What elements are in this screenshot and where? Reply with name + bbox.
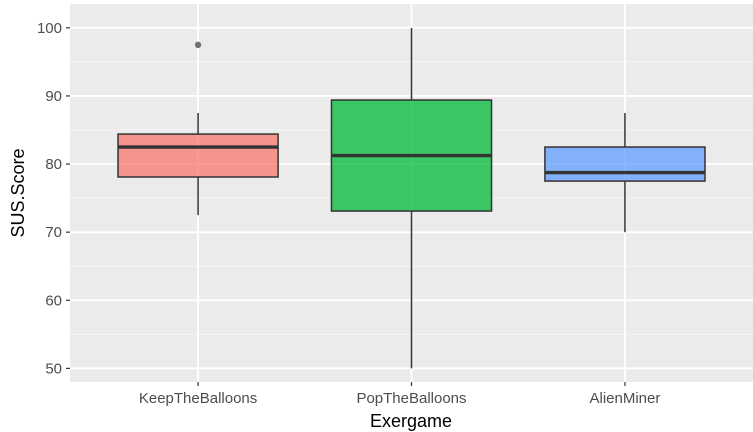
box-body [117,133,279,178]
x-tick-label: PopTheBalloons [356,390,466,407]
box-KeepTheBalloons [117,41,279,216]
x-axis-title: Exergame [370,411,452,431]
y-tick-label: 90 [45,88,62,105]
y-tick-label: 60 [45,292,62,309]
boxes [117,27,706,369]
x-axis: KeepTheBalloons PopTheBalloons AlienMiner [139,382,661,407]
y-tick-label: 100 [37,20,62,37]
y-tick-label: 80 [45,156,62,173]
y-tick-label: 50 [45,360,62,377]
box-PopTheBalloons [330,27,493,369]
y-tick-label: 70 [45,224,62,241]
box-AlienMiner [544,112,706,233]
y-axis: 50 60 70 80 90 100 [37,20,70,377]
x-tick-label: KeepTheBalloons [139,390,257,407]
x-tick-label: AlienMiner [590,390,661,407]
box-body [544,146,706,182]
outlier-point [194,41,202,49]
y-axis-title: SUS.Score [8,148,28,237]
